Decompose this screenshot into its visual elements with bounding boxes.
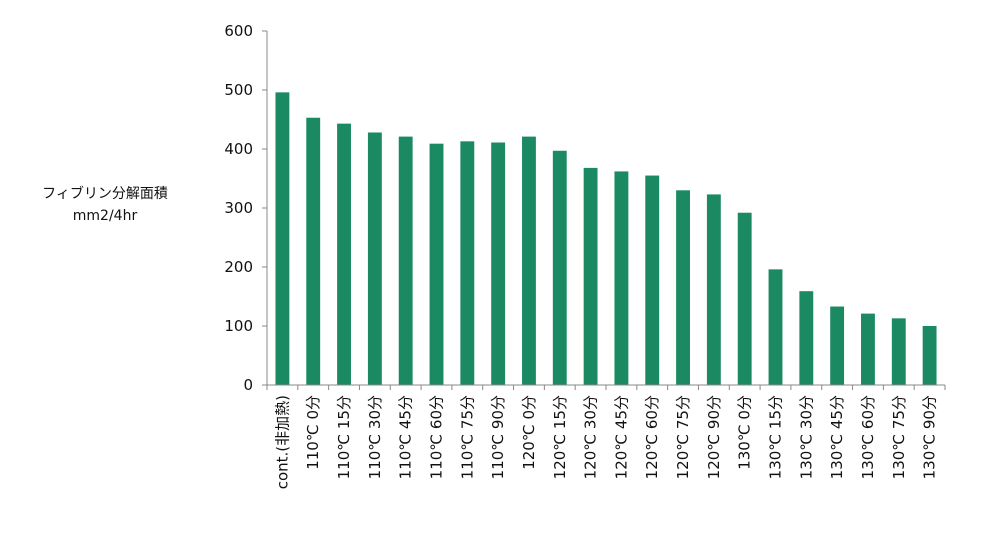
x-tick-label: 130℃ 75分 [890, 395, 908, 479]
x-tick-label: 110℃ 60分 [428, 395, 446, 479]
y-axis-label-line-1: フィブリン分解面積 [42, 186, 168, 202]
bar [891, 318, 906, 385]
bar [367, 132, 382, 385]
x-tick-label: 130℃ 0分 [736, 395, 754, 470]
bar [275, 92, 290, 386]
bar [737, 212, 752, 385]
bar [768, 269, 783, 385]
y-axis: 0 100 200 300 400 500 600 [224, 22, 268, 394]
x-tick-label: 120℃ 45分 [612, 395, 630, 479]
y-tick-label: 300 [224, 199, 253, 217]
bar [552, 150, 567, 385]
x-tick-label: 110℃ 45分 [397, 395, 415, 479]
x-tick-label: 120℃ 60分 [643, 395, 661, 479]
bar [799, 291, 814, 385]
x-tick-label: 120℃ 30分 [582, 395, 600, 479]
x-tick-label: 130℃ 15分 [767, 395, 785, 479]
x-tick-label: 120℃ 90分 [705, 395, 723, 479]
bar [398, 136, 413, 385]
bar [676, 190, 690, 385]
x-tick-label: 130℃ 45分 [828, 395, 846, 479]
x-tick-label: 120℃ 0分 [520, 395, 538, 470]
x-tick-label: 130℃ 60分 [859, 395, 877, 479]
bars-group [275, 92, 937, 386]
x-tick-label: cont.(非加熱) [273, 395, 291, 489]
bar [460, 141, 475, 385]
bar [922, 326, 937, 385]
x-tick-label: 110℃ 90分 [489, 395, 507, 479]
x-tick-label: 110℃ 75分 [458, 395, 476, 479]
x-tick-label: 120℃ 15分 [551, 395, 569, 479]
x-tick-label: 130℃ 90分 [921, 395, 939, 479]
y-tick-label: 500 [224, 81, 253, 99]
bar [337, 123, 351, 385]
y-tick-label: 600 [224, 22, 253, 40]
bar [861, 313, 875, 385]
y-tick-label: 200 [224, 258, 253, 276]
y-axis-label-line-2: mm2/4hr [72, 208, 138, 224]
bar [306, 117, 321, 385]
x-tick-label: 120℃ 75分 [674, 395, 692, 479]
bar [429, 143, 444, 385]
y-tick-label: 400 [224, 140, 253, 158]
bar [614, 171, 629, 385]
bar [706, 194, 721, 385]
bar [830, 306, 845, 385]
x-tick-label: 130℃ 30分 [797, 395, 815, 479]
y-tick-label: 0 [243, 376, 253, 394]
y-axis-label: フィブリン分解面積 mm2/4hr [10, 183, 200, 227]
x-tick-label: 110℃ 15分 [335, 395, 353, 479]
y-tick-label: 100 [224, 317, 253, 335]
x-axis: cont.(非加熱) 110℃ 0分 110℃ 15分 110℃ 30分 110℃ 45… [266, 384, 946, 489]
bar [583, 167, 598, 385]
bar [522, 136, 536, 385]
bar [491, 142, 506, 385]
x-tick-label: 110℃ 0分 [304, 395, 322, 470]
x-tick-label: 110℃ 30分 [366, 395, 384, 479]
bar [645, 175, 660, 385]
